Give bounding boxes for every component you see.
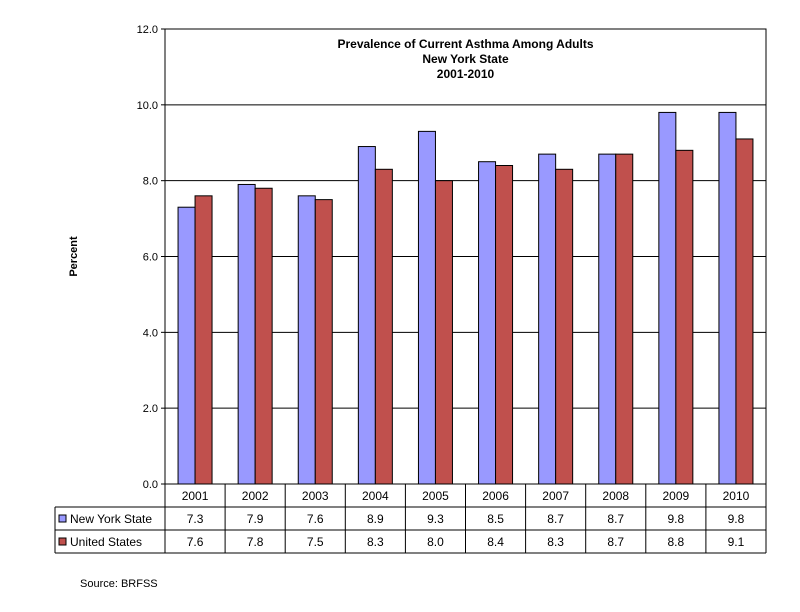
data-label: 7.8: [247, 535, 264, 549]
data-label: 7.5: [307, 535, 324, 549]
bar: [555, 168, 574, 485]
bar: [718, 111, 737, 485]
data-label: 8.7: [547, 512, 564, 526]
x-tick-label: 2006: [482, 489, 509, 503]
data-label: 7.6: [187, 535, 204, 549]
x-tick-label: 2003: [302, 489, 329, 503]
data-label: 9.8: [668, 512, 685, 526]
data-label: 9.1: [728, 535, 745, 549]
data-label: 8.7: [607, 512, 624, 526]
bar: [297, 195, 316, 485]
bar: [675, 149, 694, 485]
bar: [615, 153, 634, 485]
x-tick-label: 2005: [422, 489, 449, 503]
data-label: 7.6: [307, 512, 324, 526]
legend-swatch: [58, 537, 67, 546]
chart-title-line: Prevalence of Current Asthma Among Adult…: [337, 37, 593, 51]
bar: [237, 183, 256, 485]
legend-swatch: [58, 514, 67, 523]
bar: [478, 161, 497, 485]
data-label: 8.4: [487, 535, 504, 549]
bar: [417, 130, 436, 485]
data-table: 2001 2002 2003 2004 2005 2006 2007 2008 2009 2010…: [54, 483, 767, 554]
y-tick-label: 10.0: [137, 100, 158, 112]
x-tick-label: 2009: [662, 489, 689, 503]
bars: [177, 111, 754, 485]
data-label: 8.9: [367, 512, 384, 526]
y-tick-label: 12.0: [137, 24, 158, 36]
y-tick-label: 2.0: [143, 403, 158, 415]
y-axis-label: Percent: [68, 236, 80, 277]
data-label: 8.8: [668, 535, 685, 549]
source-note: Source: BRFSS: [80, 578, 158, 590]
x-tick-label: 2002: [242, 489, 269, 503]
bar: [254, 187, 273, 485]
x-tick-label: 2004: [362, 489, 389, 503]
x-tick-label: 2010: [723, 489, 750, 503]
legend-label: New York State: [70, 512, 152, 526]
bar: [374, 168, 393, 485]
data-label: 7.9: [247, 512, 264, 526]
bar: [598, 153, 617, 485]
chart-title-line: New York State: [422, 52, 509, 66]
bar: [177, 206, 196, 485]
chart-title-line: 2001-2010: [437, 67, 495, 81]
data-label: 7.3: [187, 512, 204, 526]
legend-label: United States: [70, 535, 142, 549]
x-tick-label: 2007: [542, 489, 569, 503]
bar: [658, 111, 677, 485]
y-tick-label: 0.0: [143, 479, 158, 491]
bar: [434, 180, 453, 485]
x-tick-label: 2008: [602, 489, 629, 503]
bar: [538, 153, 557, 485]
y-tick-label: 6.0: [143, 252, 158, 264]
data-label: 8.0: [427, 535, 444, 549]
bar: [194, 195, 213, 485]
data-label: 8.3: [547, 535, 564, 549]
chart-title: Prevalence of Current Asthma Among Adult…: [337, 37, 593, 81]
bar: [735, 138, 754, 485]
y-tick-label: 8.0: [143, 176, 158, 188]
data-label: 8.3: [367, 535, 384, 549]
data-label: 8.5: [487, 512, 504, 526]
bar: [495, 165, 514, 485]
y-axis-ticks: 0.0 2.0 4.0 6.0 8.0 10.0 12.0: [137, 24, 165, 491]
bar: [357, 146, 376, 485]
data-label: 8.7: [607, 535, 624, 549]
data-label: 9.8: [728, 512, 745, 526]
bar: [314, 199, 333, 485]
y-tick-label: 4.0: [143, 327, 158, 339]
x-tick-label: 2001: [182, 489, 209, 503]
data-label: 9.3: [427, 512, 444, 526]
